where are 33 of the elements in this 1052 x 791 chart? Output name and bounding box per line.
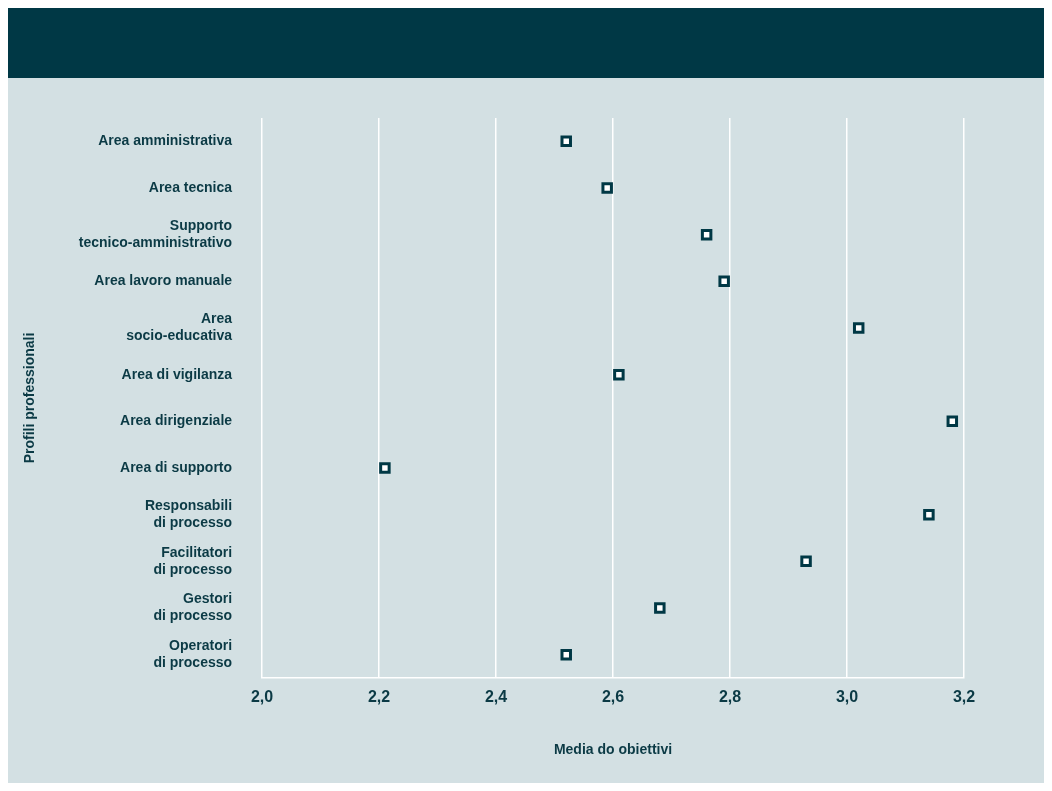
point [379, 462, 391, 474]
y-tick-label: Area dirigenziale [120, 412, 233, 429]
point [560, 648, 572, 661]
point [800, 555, 812, 568]
x-tick-label: 2,8 [718, 688, 742, 706]
point [946, 415, 959, 428]
y-tick-label: Area di vigilanza [121, 365, 233, 382]
point [613, 368, 625, 381]
point [718, 275, 730, 288]
y-tick-label: Area lavoro manuale [94, 272, 233, 289]
point [560, 135, 572, 148]
y-tick-label: Area di supporto [120, 458, 233, 475]
y-tick-label: Area tecnica [148, 178, 233, 195]
x-tick-label: 2,4 [484, 688, 508, 706]
x-tick-label: 3,2 [952, 688, 976, 706]
x-axis-title: Media do obiettivi [553, 741, 673, 758]
y-axis-title: Profili professionali [21, 332, 38, 464]
point [654, 602, 666, 614]
y-tick-label: Responsabili di processo [144, 497, 233, 530]
x-tick-label: 2,0 [250, 688, 274, 706]
y-tick-label: Facilitatori di processo [153, 543, 233, 577]
y-tick-label: Area amministrativa [98, 132, 233, 149]
x-tick-label: 2,6 [601, 688, 625, 706]
x-tick-label: 3,0 [835, 688, 859, 706]
x-tick-label: 2,2 [367, 688, 391, 706]
point [852, 322, 865, 334]
point [923, 508, 935, 521]
point [601, 182, 613, 194]
y-tick-label: Gestori di processo [153, 590, 233, 624]
point [700, 228, 713, 241]
y-tick-label: Operatori di processo [153, 637, 233, 670]
y-tick-label: Area socio-educativa [126, 310, 233, 344]
y-tick-label: Supporto tecnico-amministrativo [78, 217, 233, 250]
